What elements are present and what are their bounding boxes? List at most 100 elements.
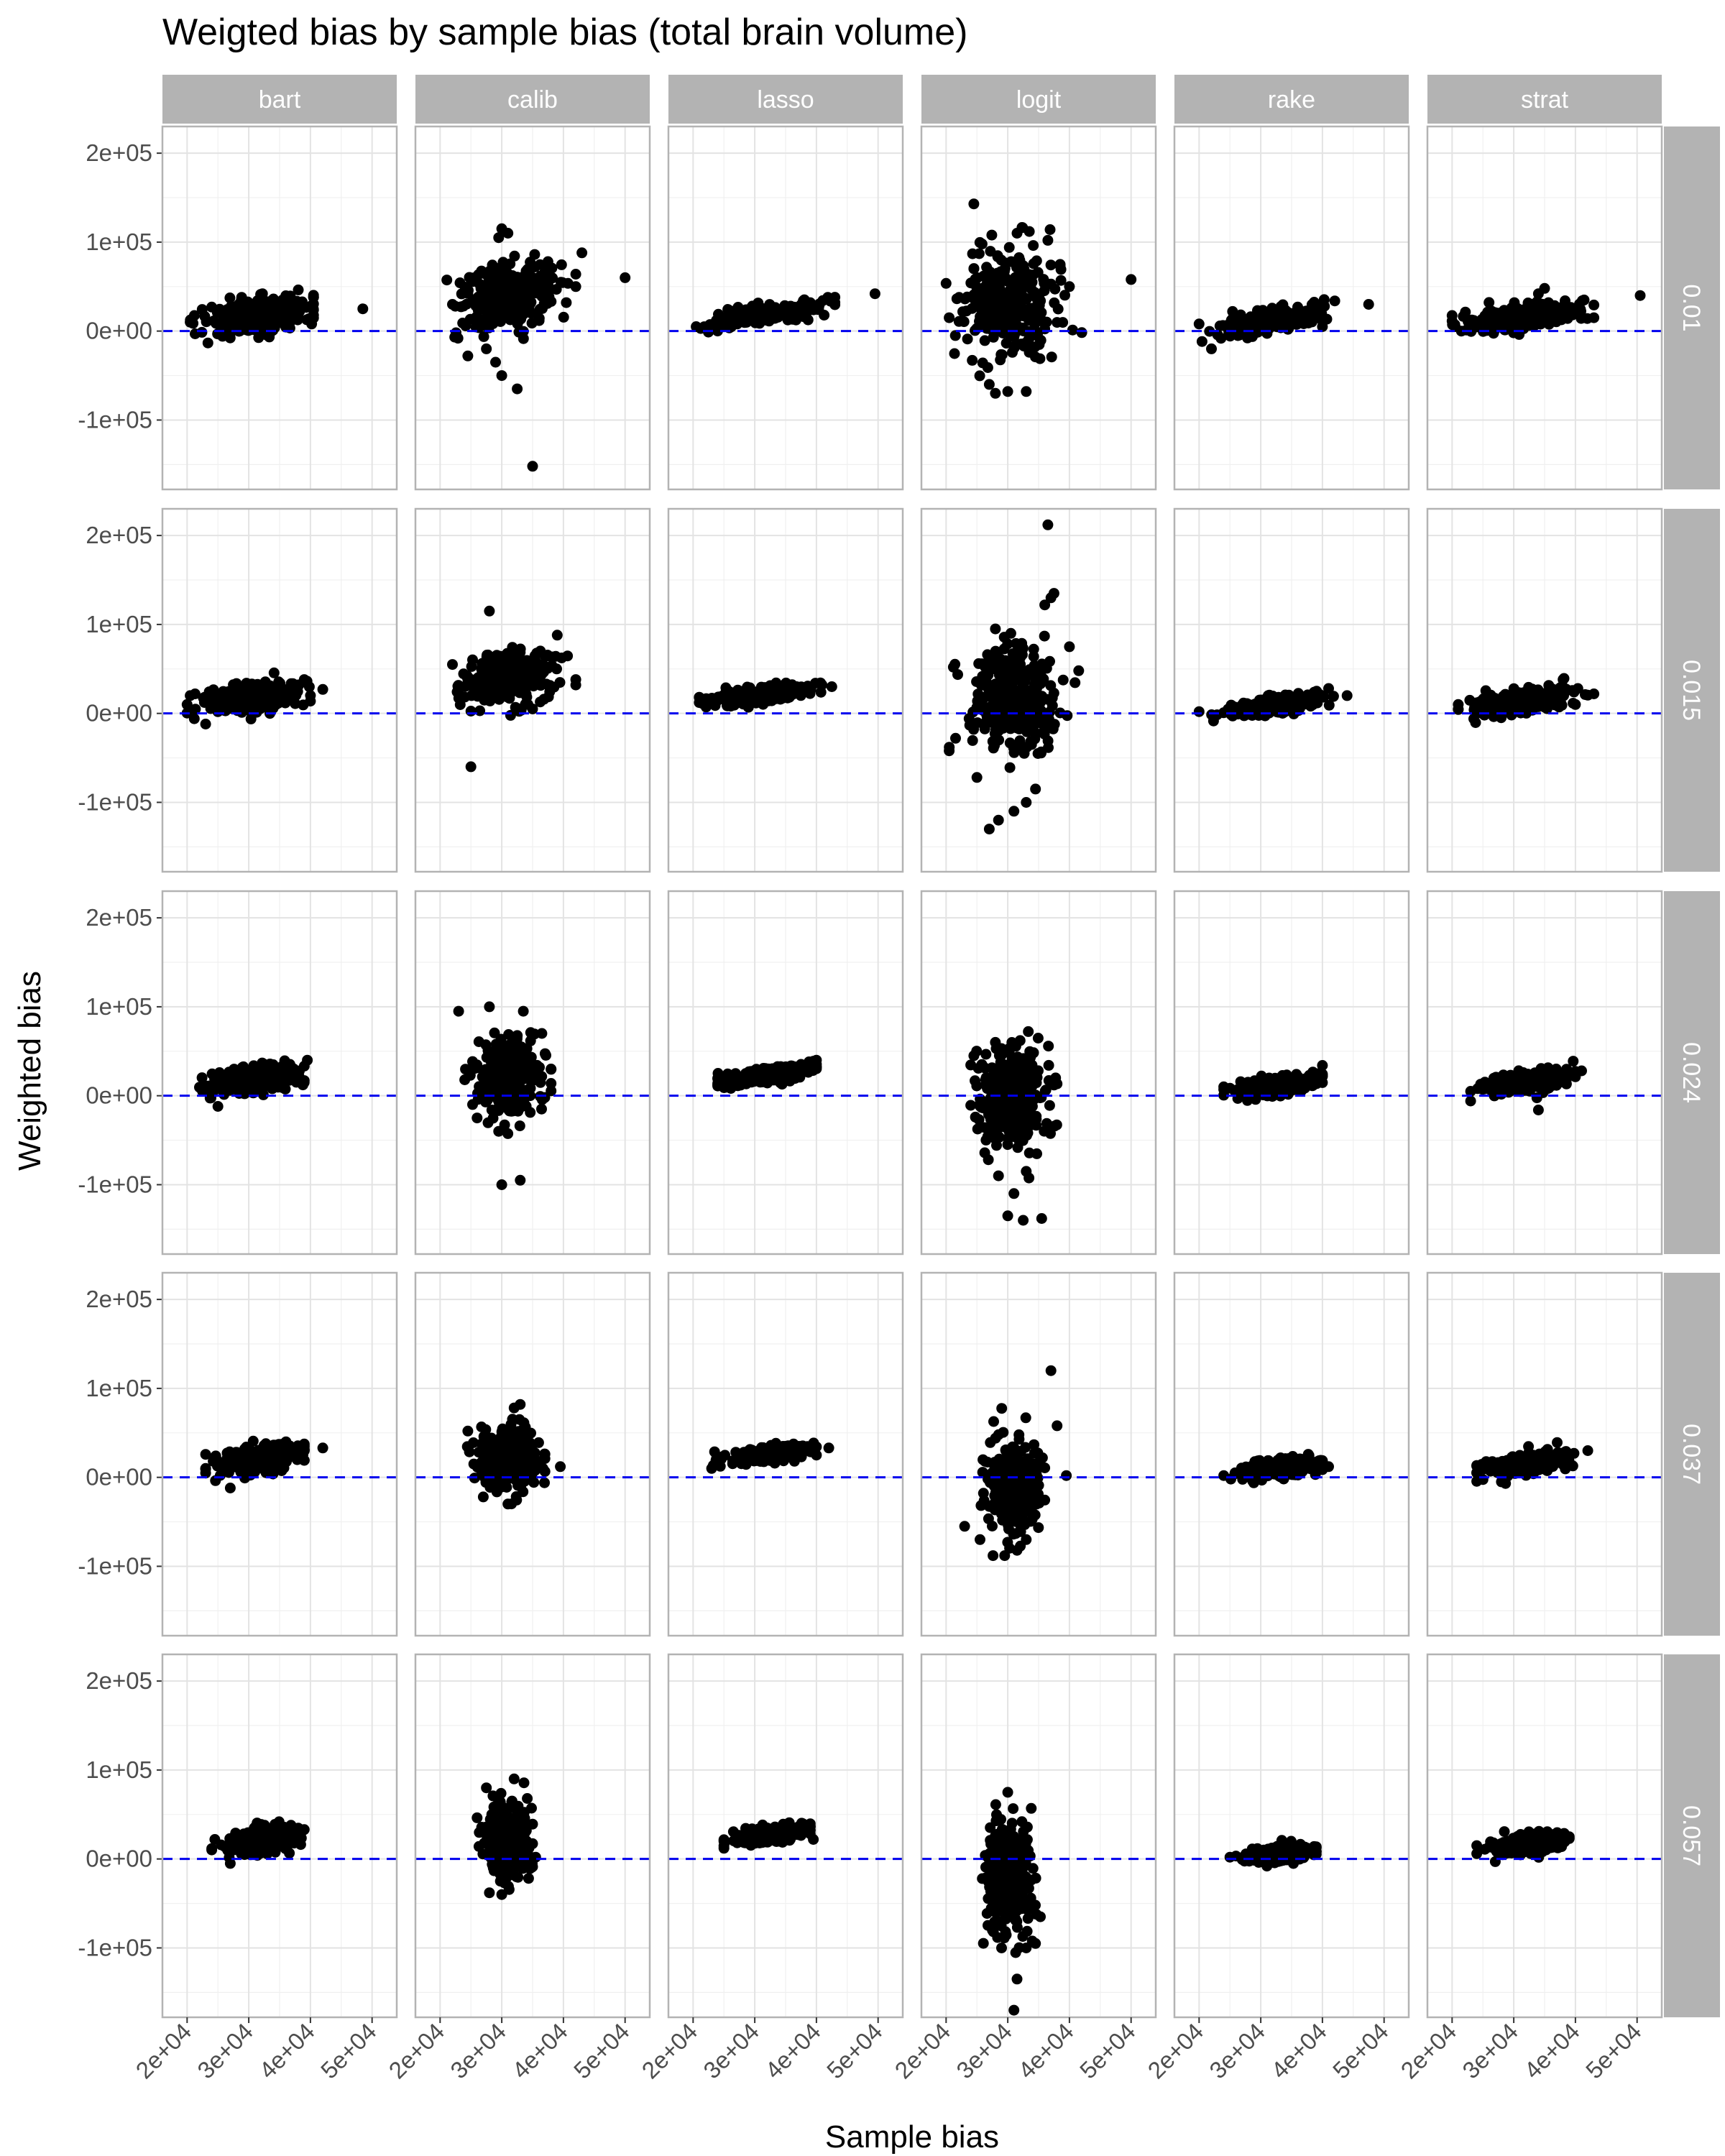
data-point [1341, 690, 1353, 701]
data-point [1276, 321, 1287, 332]
data-point [694, 691, 705, 703]
data-point [1323, 683, 1334, 694]
data-point [298, 674, 310, 686]
data-point [982, 649, 993, 660]
data-point [691, 321, 702, 332]
data-point [1062, 710, 1073, 722]
data-point [268, 667, 280, 678]
data-point [1446, 310, 1458, 321]
data-point [1028, 240, 1039, 252]
data-point [1539, 701, 1550, 713]
data-point [576, 247, 588, 259]
data-point [1460, 306, 1471, 318]
data-point [496, 370, 507, 382]
data-point [225, 690, 236, 701]
data-point [1011, 228, 1023, 239]
data-point [511, 1053, 523, 1064]
data-point [245, 309, 257, 321]
column-strip-strat [1427, 75, 1662, 124]
data-point [1515, 312, 1527, 323]
data-point [212, 1101, 224, 1112]
data-point [1262, 690, 1274, 701]
data-point [1044, 706, 1055, 718]
data-point [525, 1027, 536, 1038]
data-point [1057, 674, 1069, 686]
data-point [478, 313, 489, 325]
data-point [466, 660, 477, 672]
data-point [967, 706, 979, 718]
data-point [1021, 797, 1032, 808]
data-point [1193, 706, 1205, 717]
data-point [534, 303, 546, 315]
data-point [308, 304, 319, 315]
data-point [1479, 706, 1490, 717]
data-point [1045, 259, 1057, 271]
data-point [477, 1071, 488, 1082]
data-point [482, 286, 493, 298]
data-point [224, 332, 236, 344]
panel-logit-0.015 [920, 507, 1157, 873]
data-point [999, 266, 1010, 277]
data-point [454, 277, 466, 288]
data-point [1217, 320, 1228, 331]
data-point [1008, 747, 1020, 758]
y-tick-label: -1e+05 [78, 788, 152, 815]
data-point [1028, 258, 1039, 270]
points-calib-0.01 [441, 223, 631, 472]
data-point [1008, 279, 1019, 290]
data-point [211, 698, 222, 709]
data-point [542, 663, 553, 674]
panel-strat-0.015 [1426, 507, 1663, 873]
panel-bart-0.024 [161, 890, 398, 1256]
data-point [1480, 685, 1491, 696]
panel-calib-0.024 [414, 890, 651, 1256]
row-strip-label-0.015: 0.015 [1678, 660, 1705, 721]
row-strip-0.01 [1664, 126, 1720, 489]
data-point [484, 679, 495, 690]
data-point [490, 356, 501, 368]
data-point [1030, 351, 1041, 363]
y-tick-label: -1e+05 [78, 406, 152, 433]
data-point [762, 304, 773, 315]
data-point [797, 684, 809, 696]
data-point [983, 312, 994, 323]
data-point [202, 337, 213, 349]
data-point [1024, 275, 1035, 287]
data-point [702, 321, 713, 333]
data-point [561, 297, 572, 308]
data-point [1064, 641, 1075, 653]
data-point [302, 1054, 313, 1066]
data-point [479, 295, 491, 307]
data-point [869, 288, 880, 300]
panel-rake-0.01 [1173, 125, 1410, 491]
data-point [1070, 677, 1081, 688]
data-point [227, 699, 239, 711]
data-point [1039, 599, 1051, 611]
data-point [520, 1100, 532, 1112]
data-point [293, 284, 304, 295]
data-point [441, 275, 453, 286]
data-point [1016, 289, 1027, 300]
data-point [1588, 299, 1600, 310]
y-tick-label: 1e+05 [86, 993, 152, 1020]
panel-bart-0.01 [161, 125, 398, 491]
data-point [468, 294, 479, 305]
data-point [1001, 305, 1013, 316]
data-point [514, 1120, 525, 1132]
data-point [218, 1089, 230, 1100]
data-point [529, 249, 540, 260]
data-point [1238, 326, 1248, 338]
data-point [548, 681, 560, 693]
data-point [460, 1064, 472, 1075]
data-point [1470, 717, 1481, 728]
data-point [538, 289, 549, 300]
data-point [1002, 386, 1013, 397]
data-point [967, 354, 978, 366]
data-point [1544, 310, 1555, 321]
data-point [528, 1069, 538, 1081]
column-strip-rake [1174, 75, 1409, 124]
data-point [465, 761, 477, 773]
data-point [1567, 309, 1578, 321]
data-point [952, 669, 963, 681]
data-point [1029, 733, 1041, 745]
